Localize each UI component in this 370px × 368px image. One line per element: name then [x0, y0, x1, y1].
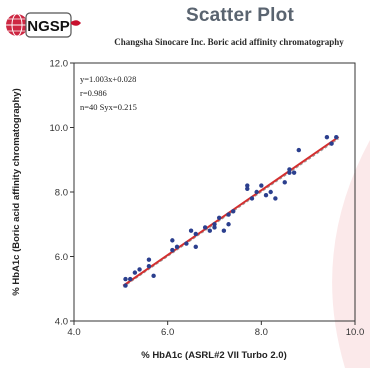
background-arc — [332, 140, 370, 368]
data-point — [249, 196, 255, 201]
data-point — [123, 276, 128, 282]
data-point — [137, 267, 142, 272]
data-point — [188, 228, 194, 233]
chart-subtitle: Changsha Sinocare Inc. Boric acid affini… — [114, 37, 344, 47]
data-point — [216, 215, 222, 220]
logo-text: NGSP — [27, 18, 70, 35]
axis-ticks: 4.0 6.0 8.0 10.0 4.0 6.0 8.0 10.0 12.0 — [50, 59, 365, 339]
data-point — [221, 228, 227, 233]
data-point — [254, 189, 259, 195]
identity-line — [122, 138, 339, 288]
data-points — [123, 134, 339, 288]
data-point — [287, 170, 292, 175]
regression-line — [122, 136, 340, 287]
data-point — [273, 196, 278, 201]
data-point — [184, 241, 189, 246]
data-point — [245, 183, 250, 188]
data-point — [259, 183, 264, 188]
data-point — [132, 270, 138, 275]
globe-icon — [6, 13, 28, 37]
data-point — [146, 263, 152, 269]
data-point — [291, 170, 297, 175]
y-tick-label: 12.0 — [50, 59, 69, 70]
data-point — [151, 273, 156, 279]
regression-stats: y=1.003x+0.028 r=0.986 n=40 Syx=0.215 — [80, 74, 137, 112]
annotation-n-syx: n=40 Syx=0.215 — [80, 102, 137, 112]
data-point — [207, 228, 213, 233]
data-point — [296, 147, 301, 153]
data-point — [231, 209, 236, 214]
data-point — [193, 231, 198, 237]
ngsp-logo: NGSP — [6, 12, 81, 38]
data-point — [263, 193, 269, 198]
data-point — [212, 222, 217, 227]
data-point — [174, 244, 180, 250]
y-axis-label: % HbA1c (Boric acid affinity chromatogra… — [11, 88, 22, 295]
data-point — [268, 189, 273, 195]
data-point — [334, 134, 339, 140]
data-point — [245, 186, 250, 191]
x-axis-label: % HbA1c (ASRL#2 VII Turbo 2.0) — [141, 350, 287, 361]
y-tick-label: 8.0 — [55, 188, 68, 199]
data-point — [170, 247, 175, 253]
y-tick-label: 10.0 — [50, 123, 69, 134]
data-point — [128, 276, 133, 282]
data-point — [324, 134, 330, 140]
x-tick-label: 6.0 — [161, 327, 174, 338]
annotation-equation: y=1.003x+0.028 — [80, 74, 136, 84]
data-point — [226, 212, 231, 217]
x-tick-label: 8.0 — [255, 327, 268, 338]
data-point — [212, 225, 217, 230]
data-point — [170, 238, 175, 243]
data-point — [329, 141, 334, 146]
chart-title: Scatter Plot — [186, 5, 294, 26]
y-tick-label: 4.0 — [55, 317, 68, 328]
x-tick-label: 4.0 — [67, 327, 80, 338]
data-point — [287, 167, 292, 172]
data-point — [202, 225, 208, 230]
fit-lines — [122, 136, 340, 288]
data-point — [226, 222, 231, 227]
data-point — [123, 283, 128, 288]
data-point — [193, 244, 198, 250]
y-tick-label: 6.0 — [55, 252, 68, 263]
logo-swoosh-icon — [71, 20, 81, 26]
annotation-r: r=0.986 — [80, 88, 107, 98]
x-tick-label: 10.0 — [346, 327, 365, 338]
data-point — [282, 180, 287, 185]
data-point — [146, 257, 152, 262]
